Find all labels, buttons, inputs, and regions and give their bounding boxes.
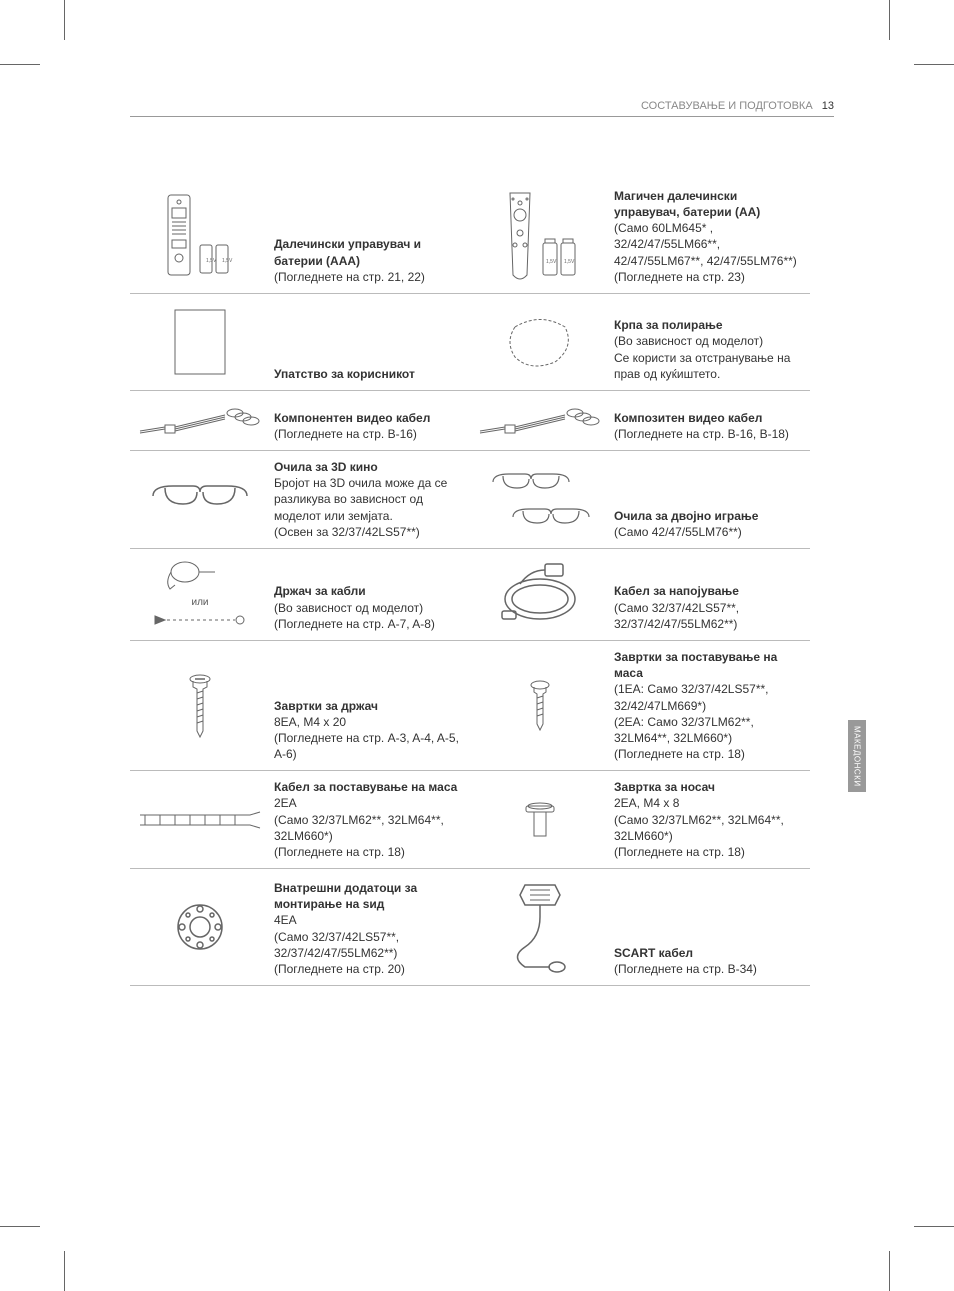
accessories-grid: 1,5V 1,5V Далечински управувач и батерии…: [130, 177, 834, 986]
item-title: Завртки за држач: [274, 698, 464, 714]
icon-power-cable: [470, 549, 610, 641]
text-cloth: Крпа за полирање (Во зависност од модело…: [610, 294, 810, 391]
page: СОСТАВУВАЊЕ И ПОДГОТОВКА 13 1,5V 1,5V Да…: [0, 0, 954, 1046]
icon-desk-cable: [130, 771, 270, 869]
icon-cable-holder: или: [130, 549, 270, 641]
item-sub: (Погледнете на стр. 21, 22): [274, 269, 464, 285]
text-component: Компонентен видео кабел (Погледнете на с…: [270, 391, 470, 451]
item-sub: (Само 60LM645* , 32/42/47/55LM66**, 42/4…: [614, 220, 804, 285]
item-sub: (Погледнете на стр. B-34): [614, 961, 804, 977]
item-sub: (Само 32/37/42LS57**, 32/37/42/47/55LM62…: [614, 600, 804, 632]
section-title: СОСТАВУВАЊЕ И ПОДГОТОВКА: [641, 100, 813, 112]
text-screw-stand: Завртки за држач 8EA, M4 x 20(Погледнете…: [270, 641, 470, 771]
item-sub: 4EA(Само 32/37/42LS57**, 32/37/42/47/55L…: [274, 912, 464, 977]
item-title: Држач за кабли: [274, 583, 464, 599]
item-title: Далечински управувач и батерии (AAA): [274, 236, 464, 268]
icon-glasses-dual: [470, 451, 610, 549]
page-number: 13: [822, 100, 834, 112]
icon-remote-aaa: 1,5V 1,5V: [130, 177, 270, 294]
text-power-cable: Кабел за напојување (Само 32/37/42LS57**…: [610, 549, 810, 641]
svg-text:1,5V: 1,5V: [222, 258, 233, 264]
item-sub: (Само 42/47/55LM76**): [614, 524, 804, 540]
text-bracket-screw: Завртка за носач 2EA, M4 x 8(Само 32/37L…: [610, 771, 810, 869]
language-label: МАКЕДОНСКИ: [853, 726, 862, 787]
item-title: Внатрешни додатоци за монтирање на ѕид: [274, 880, 464, 912]
item-title: Кабел за поставување на маса: [274, 779, 464, 795]
icon-screw-short: [470, 641, 610, 771]
text-cable-holder: Држач за кабли (Во зависност од моделот)…: [270, 549, 470, 641]
text-desk-cable: Кабел за поставување на маса 2EA(Само 32…: [270, 771, 470, 869]
text-composite: Композитен видео кабел (Погледнете на ст…: [610, 391, 810, 451]
item-title: Завртка за носач: [614, 779, 804, 795]
item-sub: (1EA: Само 32/37/42LS57**, 32/42/47LM669…: [614, 681, 804, 762]
text-wall-mount: Внатрешни додатоци за монтирање на ѕид 4…: [270, 869, 470, 986]
item-title: SCART кабел: [614, 945, 804, 961]
item-sub: 8EA, M4 x 20(Погледнете на стр. A-3, A-4…: [274, 714, 464, 763]
icon-component-cable: [130, 391, 270, 451]
svg-text:1,5V: 1,5V: [564, 259, 575, 265]
item-sub: (Во зависност од моделот)(Погледнете на …: [274, 600, 464, 632]
item-title: Компонентен видео кабел: [274, 410, 464, 426]
language-tab: МАКЕДОНСКИ: [848, 720, 866, 792]
icon-bracket-screw: [470, 771, 610, 869]
icon-wall-mount: [130, 869, 270, 986]
item-title: Крпа за полирање: [614, 317, 804, 333]
item-sub: (Погледнете на стр. B-16, B-18): [614, 426, 804, 442]
item-title: Упатство за корисникот: [274, 366, 464, 382]
icon-screw-long: [130, 641, 270, 771]
item-sub: Бројот на 3D очила може да се разликува …: [274, 475, 464, 540]
item-sub: (Погледнете на стр. B-16): [274, 426, 464, 442]
text-glasses-dual: Очила за двојно играње (Само 42/47/55LM7…: [610, 451, 810, 549]
item-title: Магичен далечински управувач, батерии (A…: [614, 188, 804, 220]
icon-glasses-single: [130, 451, 270, 549]
svg-text:1,5V: 1,5V: [546, 259, 557, 265]
text-glasses-3d: Очила за 3D кино Бројот на 3D очила може…: [270, 451, 470, 549]
text-manual: Упатство за корисникот: [270, 294, 470, 391]
item-title: Завртки за поставување на маса: [614, 649, 804, 681]
icon-manual: [130, 294, 270, 391]
item-title: Композитен видео кабел: [614, 410, 804, 426]
item-sub: 2EA, M4 x 8(Само 32/37LM62**, 32LM64**, …: [614, 795, 804, 860]
page-header: СОСТАВУВАЊЕ И ПОДГОТОВКА 13: [130, 100, 834, 117]
text-scart: SCART кабел (Погледнете на стр. B-34): [610, 869, 810, 986]
item-title: Кабел за напојување: [614, 583, 804, 599]
icon-cloth: [470, 294, 610, 391]
icon-scart: [470, 869, 610, 986]
icon-magic-remote: 1,5V 1,5V: [470, 177, 610, 294]
or-label: или: [191, 597, 208, 608]
text-magic-remote: Магичен далечински управувач, батерии (A…: [610, 177, 810, 294]
item-sub: (Во зависност од моделот)Се користи за о…: [614, 333, 804, 382]
item-title: Очила за 3D кино: [274, 459, 464, 475]
icon-composite-cable: [470, 391, 610, 451]
item-sub: 2EA(Само 32/37LM62**, 32LM64**, 32LM660*…: [274, 795, 464, 860]
text-remote-aaa: Далечински управувач и батерии (AAA) (По…: [270, 177, 470, 294]
svg-text:1,5V: 1,5V: [206, 258, 217, 264]
text-screw-desk: Завртки за поставување на маса (1EA: Сам…: [610, 641, 810, 771]
item-title: Очила за двојно играње: [614, 508, 804, 524]
